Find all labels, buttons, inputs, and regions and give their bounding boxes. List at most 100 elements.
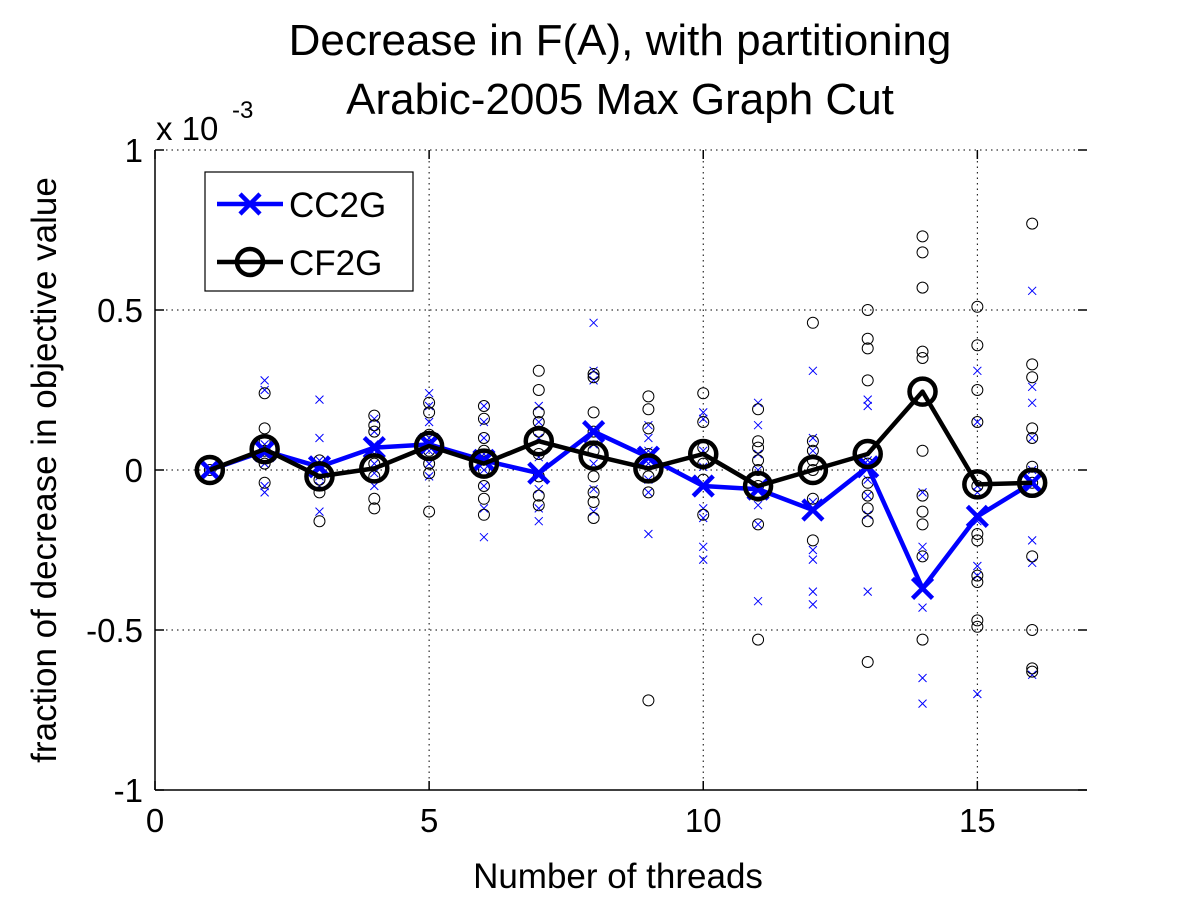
cc2g-sample-point xyxy=(589,484,598,494)
cf2g-sample-point xyxy=(368,502,381,515)
cc2g-sample-point xyxy=(863,395,873,404)
cc2g-data-point xyxy=(581,420,606,444)
cc2g-sample-point-stroke-b xyxy=(918,603,927,612)
cc2g-sample-point-stroke-b xyxy=(1027,433,1037,443)
cc2g-data-point-stroke-b xyxy=(362,436,386,460)
cf2g-sample-point xyxy=(368,492,381,505)
cf2g-sample-point xyxy=(861,332,874,345)
cf2g-sample-point xyxy=(477,432,490,444)
cf2g-sample-point xyxy=(752,518,765,531)
cc2g-sample-point xyxy=(753,500,763,510)
cf2g-sample-point xyxy=(697,416,710,428)
cc2g-sample-point xyxy=(315,395,324,404)
cc2g-sample-point xyxy=(972,571,982,580)
cc2g-sample-point xyxy=(479,481,489,491)
cc2g-sample-point xyxy=(479,532,489,542)
cc2g-sample-point-stroke-b xyxy=(808,587,818,596)
cf2g-data-point xyxy=(413,430,445,462)
cf2g-sample-point xyxy=(368,409,381,422)
cc2g-sample-point-stroke-b xyxy=(972,417,982,427)
cc2g-sample-point-stroke-b xyxy=(424,417,434,427)
cf2g-sample-point xyxy=(861,342,874,355)
cc2g-sample-point xyxy=(424,417,434,427)
cf2g-data-point xyxy=(523,425,555,457)
cc2g-sample-point-stroke-b xyxy=(863,587,873,596)
cc2g-sample-point-stroke-b xyxy=(644,420,653,430)
cc2g-sample-point xyxy=(918,488,927,497)
cc2g-sample-point-stroke-b xyxy=(424,472,434,481)
cc2g-sample-point xyxy=(589,318,598,328)
cf2g-sample-point xyxy=(916,352,929,364)
cf2g-sample-point xyxy=(1026,662,1039,675)
cc2g-sample-point xyxy=(260,488,270,497)
cf2g-sample-point xyxy=(313,486,326,499)
cc2g-sample-point-stroke-b xyxy=(972,689,982,699)
cf2g-sample-point xyxy=(532,384,545,396)
cf2g-sample-point xyxy=(861,489,874,502)
cf2g-sample-point xyxy=(642,390,655,403)
cc2g-sample-point xyxy=(1027,536,1037,545)
cc2g-sample-point xyxy=(315,507,324,516)
cf2g-data-point xyxy=(578,440,609,471)
cc2g-sample-point-stroke-b xyxy=(369,468,379,478)
cc2g-series-line xyxy=(209,429,1034,591)
cc2g-sample-point-stroke-b xyxy=(369,427,379,436)
cc2g-sample-point-stroke-b xyxy=(479,417,489,427)
cf2g-sample-point xyxy=(752,403,765,416)
cc2g-sample-point-stroke-b xyxy=(972,366,982,376)
cf2g-sample-point xyxy=(587,406,600,419)
x-tick-label: 15 xyxy=(959,802,996,839)
cc2g-sample-point-stroke-b xyxy=(698,555,708,564)
cc2g-sample-point xyxy=(972,561,982,571)
legend-label-cc2g: CC2G xyxy=(289,186,386,225)
cc2g-sample-point xyxy=(808,587,818,596)
cc2g-sample-point-stroke-b xyxy=(479,504,489,513)
cc2g-sample-point xyxy=(424,401,434,411)
cc2g-sample-point xyxy=(260,481,270,491)
cf2g-sample-point xyxy=(532,499,545,512)
cc2g-sample-point xyxy=(644,529,653,539)
cc2g-sample-point xyxy=(808,446,818,456)
cf2g-sample-point xyxy=(587,425,600,438)
cf2g-sample-point xyxy=(642,403,655,416)
cf2g-sample-point xyxy=(642,694,655,707)
cf2g-sample-point xyxy=(752,464,765,476)
cc2g-sample-point xyxy=(753,420,763,430)
cf2g-sample-point xyxy=(532,406,545,419)
cf2g-sample-point xyxy=(477,400,490,412)
cf2g-data-point xyxy=(907,376,938,407)
cc2g-sample-point-stroke-b xyxy=(808,446,818,456)
cf2g-sample-point xyxy=(532,489,545,502)
cc2g-sample-point-stroke-b xyxy=(534,516,544,526)
cc2g-sample-point-stroke-b xyxy=(1027,536,1037,545)
cc2g-sample-point-stroke-b xyxy=(698,542,708,552)
legend-marker-cc2g xyxy=(238,192,262,216)
cf2g-data-point xyxy=(962,469,993,500)
cf2g-sample-point xyxy=(861,656,874,668)
cf2g-sample-point xyxy=(258,457,271,470)
cf2g-sample-point xyxy=(477,480,490,492)
cc2g-sample-point xyxy=(972,417,982,427)
cf2g-sample-point xyxy=(916,444,929,457)
cc2g-sample-point-stroke-b xyxy=(424,401,434,411)
cf2g-sample-point xyxy=(916,246,929,259)
cc2g-sample-point xyxy=(918,699,927,708)
cf2g-sample-point xyxy=(368,419,381,432)
tick-labels: 0 5 10 15 -1 -0.5 0 0.5 1 xyxy=(86,132,996,839)
cf2g-series-line xyxy=(209,389,1033,489)
cc2g-sample-point-stroke-b xyxy=(918,542,927,552)
cc2g-sample-point-stroke-b xyxy=(698,513,708,523)
cf2g-data-point xyxy=(797,454,829,486)
cf2g-sample-point xyxy=(916,230,929,243)
cc2g-data-point xyxy=(910,576,935,600)
cf2g-sample-point xyxy=(1026,371,1039,384)
cc2g-sample-point-stroke-b xyxy=(918,552,927,561)
cf2g-sample-point xyxy=(1026,624,1039,636)
cf2g-sample-point xyxy=(971,384,984,396)
cf2g-sample-point xyxy=(423,505,436,518)
cf2g-data-point xyxy=(633,453,664,484)
legend-marker-cf2g xyxy=(234,246,266,278)
cf2g-sample-point xyxy=(1026,432,1039,444)
cf2g-sample-point xyxy=(587,470,600,483)
cf2g-sample-point xyxy=(1026,665,1039,678)
